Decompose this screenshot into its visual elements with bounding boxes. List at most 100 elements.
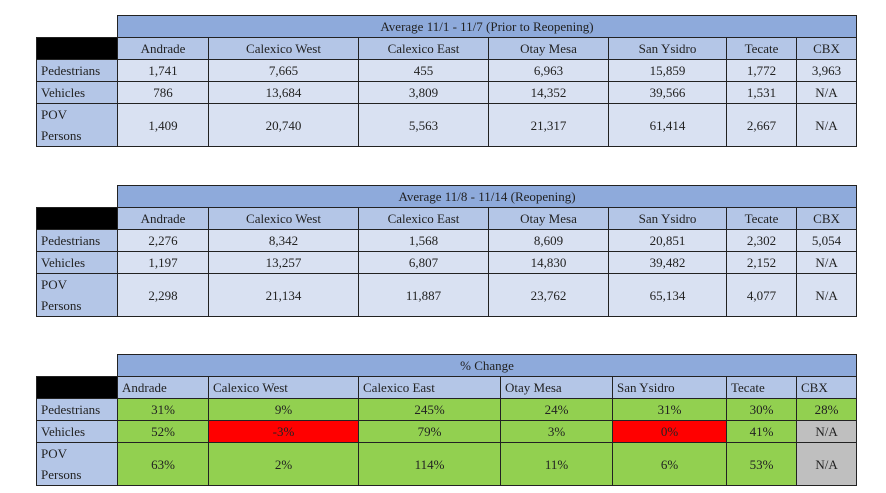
- data-cell: 0%: [612, 420, 727, 443]
- data-cell: 20,851: [608, 229, 727, 252]
- data-cell: 39,566: [608, 81, 727, 104]
- header-row: Andrade Calexico West Calexico East Otay Me…: [36, 376, 858, 399]
- column-header: San Ysidro: [608, 207, 727, 230]
- column-header: Calexico West: [208, 376, 359, 399]
- column-header: Otay Mesa: [488, 37, 609, 60]
- data-cell: 1,772: [726, 59, 797, 82]
- column-header: CBX: [796, 37, 857, 60]
- corner-cell: [36, 37, 118, 60]
- row-label: POV Persons: [36, 273, 118, 317]
- row-label-line: Persons: [41, 128, 82, 143]
- data-cell: 28%: [795, 398, 858, 421]
- data-cell: 2%: [208, 442, 359, 486]
- data-cell: 20,740: [208, 103, 359, 147]
- table-3: % Change Andrade Calexico West Calexico Eas…: [36, 354, 858, 486]
- data-cell: 2,302: [726, 229, 797, 252]
- data-cell: 114%: [358, 442, 501, 486]
- data-cell: 23,762: [488, 273, 609, 317]
- data-cell: 11%: [500, 442, 613, 486]
- data-cell: N/A: [796, 81, 857, 104]
- row-label: Pedestrians: [36, 229, 118, 252]
- data-cell: 6,963: [488, 59, 609, 82]
- data-cell: 3%: [500, 420, 613, 443]
- data-cell: N/A: [795, 420, 858, 443]
- column-header: Tecate: [726, 376, 797, 399]
- blank-cell: [37, 355, 118, 377]
- table-row: POV Persons 2,298 21,134 11,887 23,762 65,134 4…: [36, 273, 858, 317]
- header-row: Andrade Calexico West Calexico East Otay Me…: [36, 37, 857, 60]
- data-cell: 11,887: [358, 273, 489, 317]
- blank-cell: [37, 186, 118, 208]
- data-cell: 5,563: [358, 103, 489, 147]
- table-row: Vehicles 1,197 13,257 6,807 14,830 39,482 2,15…: [36, 251, 858, 274]
- row-label-line: Persons: [41, 298, 82, 313]
- column-header: Calexico East: [358, 376, 501, 399]
- blank-cell: [37, 16, 118, 38]
- data-cell: 786: [117, 81, 209, 104]
- data-cell: 3,963: [796, 59, 857, 82]
- data-cell: 31%: [117, 398, 209, 421]
- data-cell: 24%: [500, 398, 613, 421]
- data-cell: 39,482: [608, 251, 727, 274]
- table-title: Average 11/1 - 11/7 (Prior to Reopening): [117, 15, 857, 38]
- data-cell: 65,134: [608, 273, 727, 317]
- column-header: San Ysidro: [608, 37, 727, 60]
- data-cell: 53%: [726, 442, 797, 486]
- column-header: Andrade: [117, 37, 209, 60]
- row-label: Pedestrians: [36, 59, 118, 82]
- data-cell: 30%: [726, 398, 797, 421]
- data-cell: 2,276: [117, 229, 209, 252]
- data-cell: 245%: [358, 398, 501, 421]
- column-header: CBX: [795, 376, 858, 399]
- table-row: Vehicles 52% -3% 79% 3% 0% 41% N/A: [36, 420, 858, 443]
- corner-cell: [36, 376, 118, 399]
- data-cell: 14,830: [488, 251, 609, 274]
- row-label: POV Persons: [36, 442, 118, 486]
- row-label: POV Persons: [36, 103, 118, 147]
- row-label-line: Persons: [41, 467, 82, 482]
- column-header: San Ysidro: [612, 376, 727, 399]
- column-header: Andrade: [117, 376, 209, 399]
- header-row: Andrade Calexico West Calexico East Otay Me…: [36, 207, 858, 230]
- data-cell: 7,665: [208, 59, 359, 82]
- data-cell: 1,568: [358, 229, 489, 252]
- data-cell: 8,609: [488, 229, 609, 252]
- table-row: POV Persons 1,409 20,740 5,563 21,317 61,414 2,…: [36, 103, 857, 147]
- data-cell: 5,054: [795, 229, 858, 252]
- data-cell: 2,298: [117, 273, 209, 317]
- column-header: CBX: [795, 207, 858, 230]
- table-row: Pedestrians 1,741 7,665 455 6,963 15,859 1,772…: [36, 59, 857, 82]
- data-cell: N/A: [795, 251, 858, 274]
- data-cell: 41%: [726, 420, 797, 443]
- table-title: Average 11/8 - 11/14 (Reopening): [116, 185, 858, 208]
- data-cell: 6,807: [358, 251, 489, 274]
- data-cell: 13,257: [208, 251, 359, 274]
- column-header: Andrade: [117, 207, 209, 230]
- data-cell: 52%: [117, 420, 209, 443]
- data-cell: 1,531: [726, 81, 797, 104]
- row-label-line: POV: [41, 107, 68, 122]
- data-cell: 1,741: [117, 59, 209, 82]
- data-cell: 455: [358, 59, 489, 82]
- column-header: Tecate: [726, 207, 797, 230]
- column-header: Calexico West: [208, 37, 359, 60]
- data-cell: 3,809: [358, 81, 489, 104]
- row-label: Vehicles: [36, 81, 118, 104]
- data-cell: 15,859: [608, 59, 727, 82]
- data-cell: 31%: [612, 398, 727, 421]
- table-title: % Change: [116, 354, 858, 377]
- data-cell: 1,409: [117, 103, 209, 147]
- row-label-line: POV: [41, 446, 68, 461]
- data-cell: 6%: [612, 442, 727, 486]
- data-cell: 63%: [117, 442, 209, 486]
- data-cell: 61,414: [608, 103, 727, 147]
- row-label: Vehicles: [36, 251, 118, 274]
- column-header: Otay Mesa: [488, 207, 609, 230]
- data-cell: 14,352: [488, 81, 609, 104]
- table-1: Average 11/1 - 11/7 (Prior to Reopening)…: [36, 15, 857, 147]
- data-cell: 21,317: [488, 103, 609, 147]
- data-cell: 9%: [208, 398, 359, 421]
- column-header: Calexico East: [358, 37, 489, 60]
- data-cell: N/A: [795, 273, 858, 317]
- data-cell: 13,684: [208, 81, 359, 104]
